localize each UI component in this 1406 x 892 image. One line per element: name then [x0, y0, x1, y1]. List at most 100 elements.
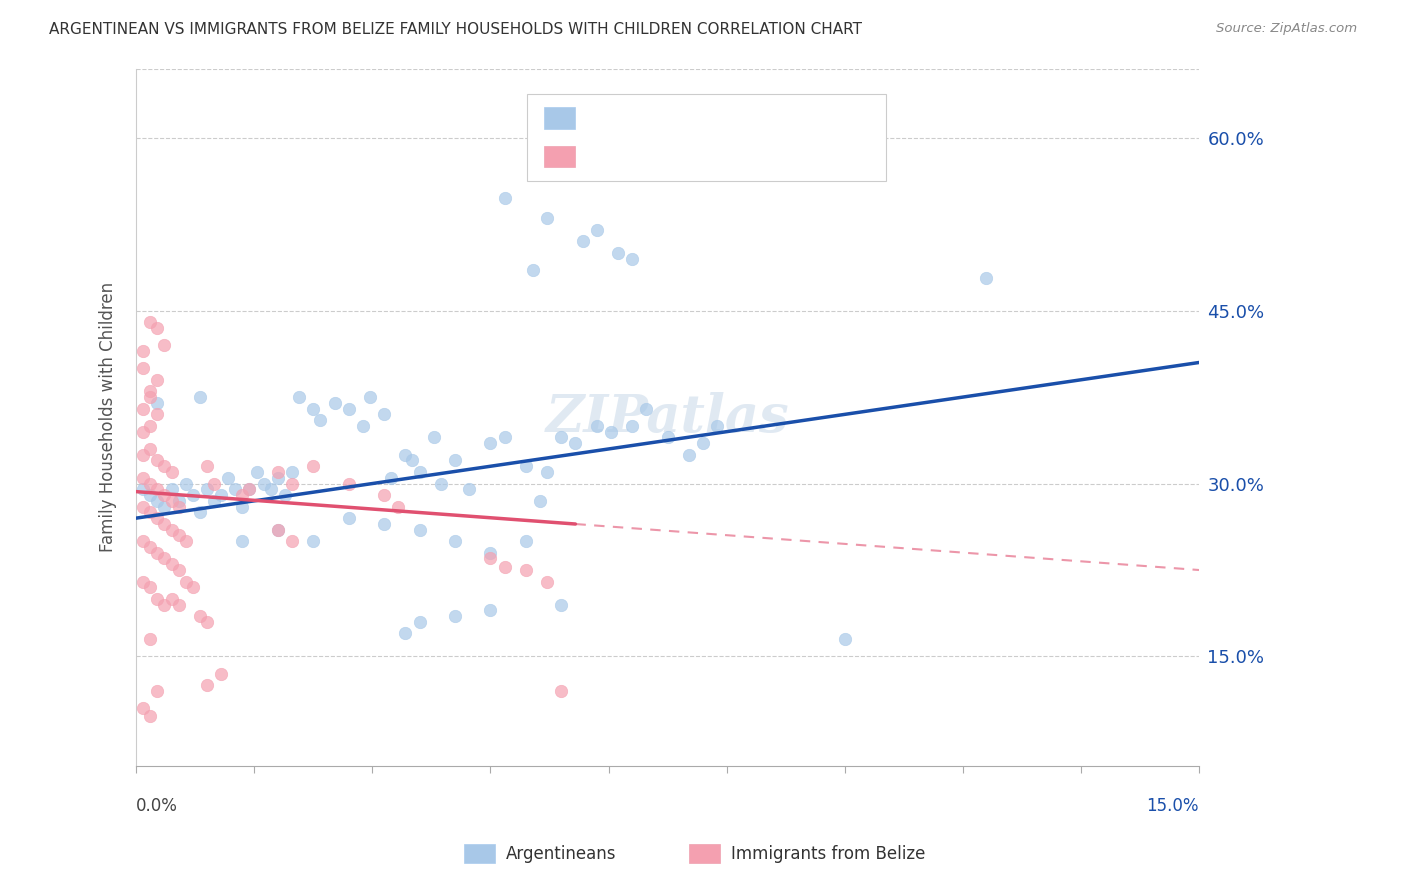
Point [231, 488, 253, 502]
Point [522, 263, 544, 277]
Text: Source: ZipAtlas.com: Source: ZipAtlas.com [1216, 22, 1357, 36]
Point [401, 453, 423, 467]
Point [260, 483, 283, 497]
Point [160, 493, 183, 508]
Point [281, 534, 304, 549]
Point [139, 488, 162, 502]
Point [621, 418, 644, 433]
Point [599, 425, 621, 439]
Point [160, 465, 183, 479]
Point [153, 338, 176, 352]
Point [479, 603, 502, 617]
Point [174, 476, 197, 491]
Point [494, 559, 516, 574]
Point [195, 678, 218, 692]
Point [253, 476, 276, 491]
Point [267, 471, 290, 485]
Point [132, 343, 155, 358]
Point [139, 505, 162, 519]
Point [678, 448, 700, 462]
Text: N =: N = [699, 147, 747, 166]
Point [195, 459, 218, 474]
Point [238, 483, 260, 497]
Point [550, 684, 572, 698]
Point [132, 361, 155, 376]
Point [195, 483, 218, 497]
Point [153, 459, 176, 474]
Point [657, 430, 679, 444]
Point [167, 500, 190, 514]
Point [394, 626, 416, 640]
Point [536, 211, 558, 226]
Point [337, 476, 360, 491]
Point [146, 591, 169, 606]
Point [139, 315, 162, 329]
Point [515, 563, 537, 577]
Point [408, 615, 430, 629]
Point [174, 574, 197, 589]
Point [373, 488, 395, 502]
Point [422, 430, 444, 444]
Point [160, 483, 183, 497]
Point [323, 396, 346, 410]
Point [146, 408, 169, 422]
Point [153, 488, 176, 502]
Point [181, 580, 204, 594]
Point [139, 442, 162, 456]
Point [174, 534, 197, 549]
Text: 69: 69 [755, 147, 779, 166]
Point [494, 191, 516, 205]
Point [479, 551, 502, 566]
Point [359, 390, 381, 404]
Point [408, 523, 430, 537]
Point [636, 401, 658, 416]
Point [529, 493, 551, 508]
Point [458, 483, 481, 497]
Point [238, 483, 260, 497]
Point [167, 528, 190, 542]
Point [976, 271, 998, 285]
Point [302, 459, 325, 474]
Point [408, 465, 430, 479]
Point [188, 609, 211, 624]
Point [167, 563, 190, 577]
Point [585, 418, 607, 433]
Point [146, 373, 169, 387]
Point [224, 483, 246, 497]
Point [139, 418, 162, 433]
Point [209, 488, 232, 502]
Text: 0.0%: 0.0% [136, 797, 179, 814]
Point [621, 252, 644, 266]
Point [387, 500, 409, 514]
Point [430, 476, 453, 491]
Point [181, 488, 204, 502]
Point [550, 430, 572, 444]
Point [153, 598, 176, 612]
Text: R =: R = [586, 147, 623, 166]
Point [146, 684, 169, 698]
Point [132, 574, 155, 589]
Point [153, 500, 176, 514]
Y-axis label: Family Households with Children: Family Households with Children [100, 282, 117, 552]
Point [692, 436, 714, 450]
Point [139, 540, 162, 554]
Point [217, 471, 239, 485]
Point [132, 483, 155, 497]
Point [195, 615, 218, 629]
Point [139, 632, 162, 647]
Point [139, 384, 162, 399]
Point [146, 453, 169, 467]
Text: ARGENTINEAN VS IMMIGRANTS FROM BELIZE FAMILY HOUSEHOLDS WITH CHILDREN CORRELATIO: ARGENTINEAN VS IMMIGRANTS FROM BELIZE FA… [49, 22, 862, 37]
Point [515, 534, 537, 549]
Point [146, 321, 169, 335]
Point [160, 558, 183, 572]
Point [607, 246, 630, 260]
Point [373, 516, 395, 531]
Point [494, 430, 516, 444]
Text: 15.0%: 15.0% [1146, 797, 1199, 814]
Point [337, 511, 360, 525]
Text: Immigrants from Belize: Immigrants from Belize [731, 845, 925, 863]
Point [281, 465, 304, 479]
Point [132, 701, 155, 715]
Point [444, 534, 467, 549]
